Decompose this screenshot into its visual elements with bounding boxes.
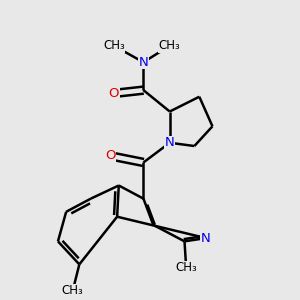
Text: N: N (201, 232, 211, 244)
Text: N: N (139, 56, 148, 69)
Text: O: O (105, 149, 116, 162)
Text: CH₃: CH₃ (62, 284, 84, 297)
Text: CH₃: CH₃ (175, 261, 197, 274)
Text: CH₃: CH₃ (103, 39, 125, 52)
Text: N: N (165, 136, 175, 149)
Text: CH₃: CH₃ (159, 39, 181, 52)
Text: O: O (109, 87, 119, 100)
